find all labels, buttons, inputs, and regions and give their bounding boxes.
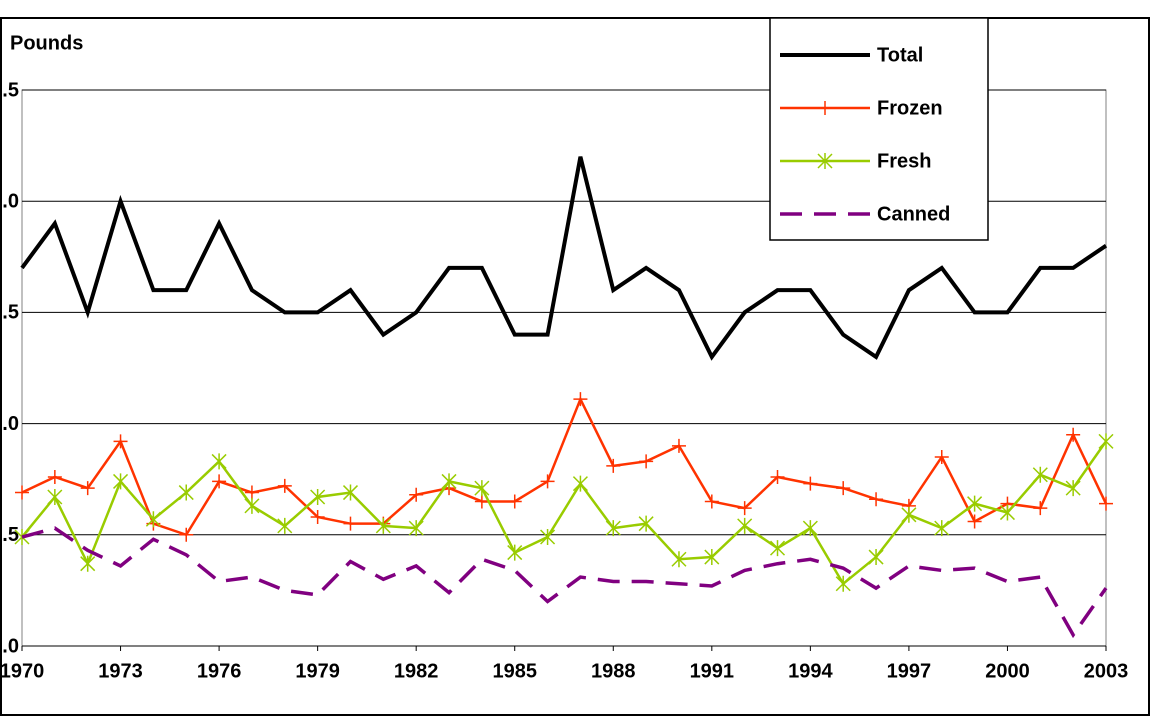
y-tick-label: 2.5 bbox=[0, 79, 19, 101]
y-tick-label: 0.0 bbox=[0, 635, 19, 657]
point-marker bbox=[835, 575, 851, 592]
point-marker bbox=[605, 520, 621, 537]
point-marker bbox=[310, 510, 325, 525]
y-tick-label: 1.0 bbox=[0, 413, 19, 435]
x-tick-label: 1991 bbox=[690, 660, 735, 682]
point-marker bbox=[606, 458, 621, 473]
series-line bbox=[21, 440, 1108, 586]
point-marker bbox=[178, 484, 194, 501]
point-marker bbox=[803, 476, 818, 491]
point-marker bbox=[802, 520, 818, 537]
point-marker bbox=[113, 473, 129, 490]
y-tick-label: 1.5 bbox=[0, 302, 19, 324]
x-tick-label: 1982 bbox=[394, 660, 439, 682]
point-marker bbox=[540, 474, 555, 489]
point-marker bbox=[212, 474, 227, 489]
point-marker bbox=[671, 551, 687, 568]
point-marker bbox=[211, 453, 227, 470]
x-tick-label: 1985 bbox=[492, 660, 537, 682]
point-marker bbox=[507, 544, 523, 561]
point-marker bbox=[1099, 496, 1113, 511]
point-marker bbox=[639, 454, 654, 469]
point-marker bbox=[770, 469, 785, 484]
x-tick-label: 2003 bbox=[1084, 660, 1129, 682]
point-marker bbox=[1066, 427, 1081, 442]
point-marker bbox=[704, 549, 720, 566]
point-marker bbox=[408, 520, 424, 537]
legend-label: Frozen bbox=[877, 97, 943, 119]
point-marker bbox=[818, 101, 832, 115]
x-tick-label: 1970 bbox=[0, 660, 44, 682]
point-marker bbox=[310, 488, 326, 505]
point-marker bbox=[934, 520, 950, 537]
point-marker bbox=[277, 478, 292, 493]
point-marker bbox=[1065, 480, 1081, 497]
point-marker bbox=[671, 438, 686, 453]
legend-label: Canned bbox=[877, 203, 950, 225]
point-marker bbox=[474, 480, 490, 497]
x-tick-label: 1973 bbox=[98, 660, 143, 682]
point-marker bbox=[244, 485, 259, 500]
x-tick-label: 1976 bbox=[197, 660, 242, 682]
chart-frame bbox=[0, 17, 1150, 716]
legend-label: Total bbox=[877, 44, 923, 66]
point-marker bbox=[638, 515, 654, 532]
series-line bbox=[20, 156, 1108, 361]
point-marker bbox=[769, 540, 786, 557]
y-axis-label: Pounds bbox=[10, 32, 83, 54]
point-marker bbox=[901, 506, 917, 523]
point-marker bbox=[343, 516, 358, 531]
x-tick-label: 2000 bbox=[985, 660, 1030, 682]
point-marker bbox=[113, 434, 128, 449]
point-marker bbox=[1032, 466, 1048, 483]
point-marker bbox=[999, 504, 1015, 521]
point-marker bbox=[704, 494, 719, 509]
y-tick-label: 2.0 bbox=[0, 190, 19, 212]
point-marker bbox=[1033, 501, 1048, 516]
point-marker bbox=[342, 484, 359, 501]
point-marker bbox=[540, 529, 556, 546]
point-marker bbox=[572, 475, 588, 492]
y-tick-label: 0.5 bbox=[0, 524, 19, 546]
point-marker bbox=[145, 511, 161, 528]
legend-label: Fresh bbox=[877, 150, 931, 172]
x-tick-label: 1979 bbox=[295, 660, 340, 682]
point-marker bbox=[277, 517, 293, 534]
x-tick-label: 1994 bbox=[788, 660, 833, 682]
point-marker bbox=[47, 469, 62, 484]
point-marker bbox=[967, 495, 983, 512]
point-marker bbox=[47, 488, 63, 505]
point-marker bbox=[474, 494, 489, 509]
series-line bbox=[21, 396, 1108, 537]
point-marker bbox=[1098, 433, 1114, 450]
point-marker bbox=[179, 527, 194, 542]
point-marker bbox=[507, 494, 522, 509]
point-marker bbox=[817, 153, 833, 169]
point-marker bbox=[15, 485, 29, 500]
point-marker bbox=[573, 392, 588, 407]
point-marker bbox=[244, 497, 260, 514]
series-line bbox=[21, 526, 1108, 639]
x-tick-label: 1997 bbox=[887, 660, 932, 682]
point-marker bbox=[737, 517, 753, 534]
point-marker bbox=[967, 514, 982, 529]
point-marker bbox=[80, 555, 96, 572]
point-marker bbox=[934, 449, 949, 464]
point-marker bbox=[80, 481, 95, 496]
x-tick-label: 1988 bbox=[591, 660, 636, 682]
point-marker bbox=[409, 487, 424, 502]
point-marker bbox=[737, 501, 752, 516]
point-marker bbox=[868, 549, 884, 566]
point-marker bbox=[375, 517, 391, 534]
point-marker bbox=[441, 473, 457, 490]
point-marker bbox=[869, 492, 884, 507]
point-marker bbox=[836, 481, 851, 496]
